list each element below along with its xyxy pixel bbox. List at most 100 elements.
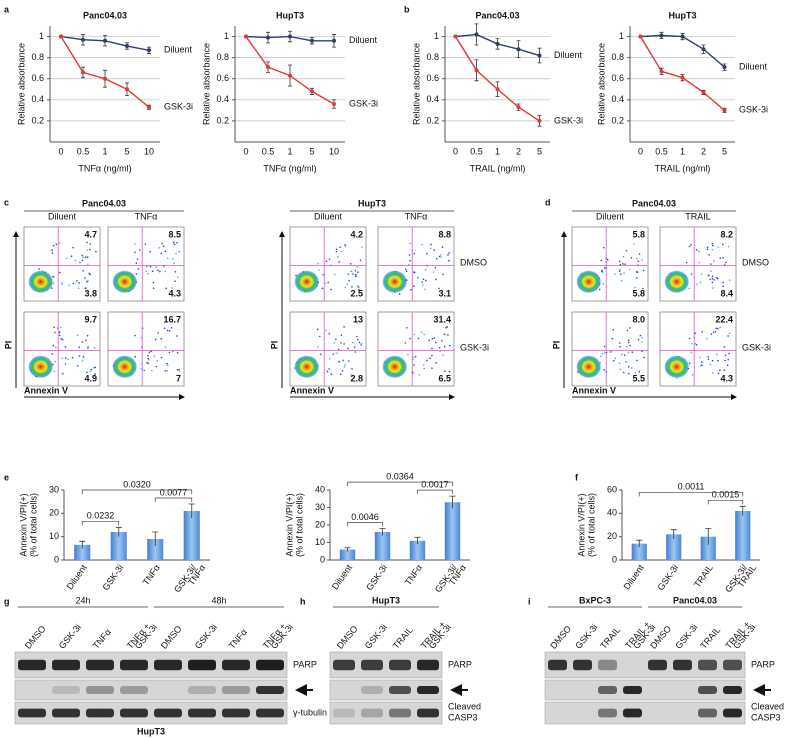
event-dot: [717, 372, 720, 375]
event-dot: [432, 271, 435, 273]
y-tick-label: 0.2: [216, 115, 229, 125]
event-dot: [426, 252, 428, 255]
event-dot: [618, 362, 621, 365]
p-value: 0.0364: [386, 472, 414, 482]
blot-band: [188, 708, 216, 718]
y-axis-label: Annexin V/PI(+): [18, 493, 28, 556]
data-point: [244, 34, 248, 39]
data-point: [59, 34, 63, 39]
data-point: [474, 32, 479, 37]
event-dot: [339, 246, 341, 249]
x-tick-label: 5: [124, 146, 129, 156]
event-dot: [722, 281, 724, 284]
blot-band: [723, 686, 742, 694]
row-label: GSK-3i: [742, 342, 771, 352]
event-dot: [341, 370, 344, 372]
event-dot: [435, 257, 438, 260]
row-label: GSK-3i: [460, 342, 489, 352]
blot-band: [52, 686, 80, 694]
event-dot: [409, 242, 412, 245]
error-bar: [670, 529, 677, 539]
blot-band: [361, 686, 383, 694]
event-dot: [81, 259, 84, 262]
event-dot: [136, 258, 139, 260]
y-tick-label: 1: [434, 31, 439, 41]
blot-footer: HupT3: [137, 726, 165, 736]
blot-band: [222, 686, 250, 694]
error-bar: [739, 505, 746, 516]
event-dot: [627, 341, 630, 344]
quadrant-value: 8.4: [720, 288, 733, 298]
event-dot: [318, 335, 321, 338]
event-dot: [637, 338, 640, 341]
event-dot: [356, 285, 359, 287]
event-dot: [714, 330, 717, 333]
x-tick-label: Diluent: [622, 562, 647, 591]
event-dot: [430, 243, 432, 246]
column-label: TNFα: [135, 211, 158, 221]
event-dot: [72, 282, 75, 285]
event-dot: [604, 351, 606, 354]
quadrant-value: 4.2: [350, 229, 363, 239]
section-title: Panc04.03: [632, 198, 676, 208]
x-tick-label: 0: [638, 146, 643, 156]
quadrant-value: 13: [353, 314, 363, 324]
blot-band: [361, 659, 383, 671]
event-dot: [619, 273, 622, 275]
event-dot: [153, 355, 156, 358]
event-dot: [407, 353, 409, 356]
event-dot: [613, 359, 615, 362]
y-axis-label: Annexin V/PI(+): [284, 493, 294, 556]
event-dot: [346, 283, 349, 285]
quadrant-value: 8.0: [632, 314, 645, 324]
y-tick-label: 0: [612, 554, 617, 564]
chart-title: HupT3: [276, 10, 304, 20]
event-dot: [643, 356, 645, 359]
event-dot: [623, 354, 626, 356]
blot-band: [361, 708, 383, 718]
event-dot: [710, 333, 713, 335]
y-tick-label: 40: [315, 484, 325, 494]
event-dot: [701, 364, 703, 366]
event-dot: [348, 360, 350, 362]
x-tick-label: 2: [701, 146, 706, 156]
blot-band: [623, 686, 642, 694]
blot-band: [256, 659, 284, 671]
x-tick-label: TRAIL: [692, 563, 715, 590]
event-dot: [61, 338, 64, 341]
event-dot: [160, 338, 163, 340]
event-dot: [325, 260, 328, 262]
p-value: 0.0046: [351, 512, 379, 522]
lane-label: GSK-3i: [363, 622, 389, 651]
row-label: Cleaved: [751, 701, 784, 711]
event-dot: [344, 244, 347, 247]
event-dot: [728, 279, 731, 281]
chart-title: Panc04.03: [475, 10, 519, 20]
y-axis-label: (% of total cells): [28, 493, 38, 557]
event-dot: [176, 352, 179, 354]
bar: [147, 539, 164, 560]
event-dot: [320, 353, 322, 356]
lane-label: TRAIL: [391, 625, 415, 651]
density-core: [112, 270, 137, 293]
event-dot: [404, 342, 407, 344]
event-dot: [440, 256, 442, 258]
event-dot: [144, 243, 147, 245]
event-dot: [89, 370, 92, 373]
event-dot: [164, 346, 167, 349]
p-value: 0.0017: [421, 480, 449, 490]
event-dot: [601, 269, 604, 272]
x-tick-label: 1: [287, 146, 292, 156]
p-value: 0.0320: [123, 479, 151, 489]
event-dot: [95, 250, 97, 253]
blot-band: [86, 659, 114, 671]
event-dot: [627, 339, 630, 342]
event-dot: [420, 331, 423, 333]
event-dot: [409, 337, 411, 340]
data-point: [81, 37, 85, 42]
x-axis-label: TNFα (ng/ml): [78, 163, 131, 173]
quadrant-value: 4.3: [720, 373, 733, 383]
event-dot: [598, 288, 601, 291]
data-point: [638, 34, 643, 39]
event-dot: [625, 361, 627, 363]
